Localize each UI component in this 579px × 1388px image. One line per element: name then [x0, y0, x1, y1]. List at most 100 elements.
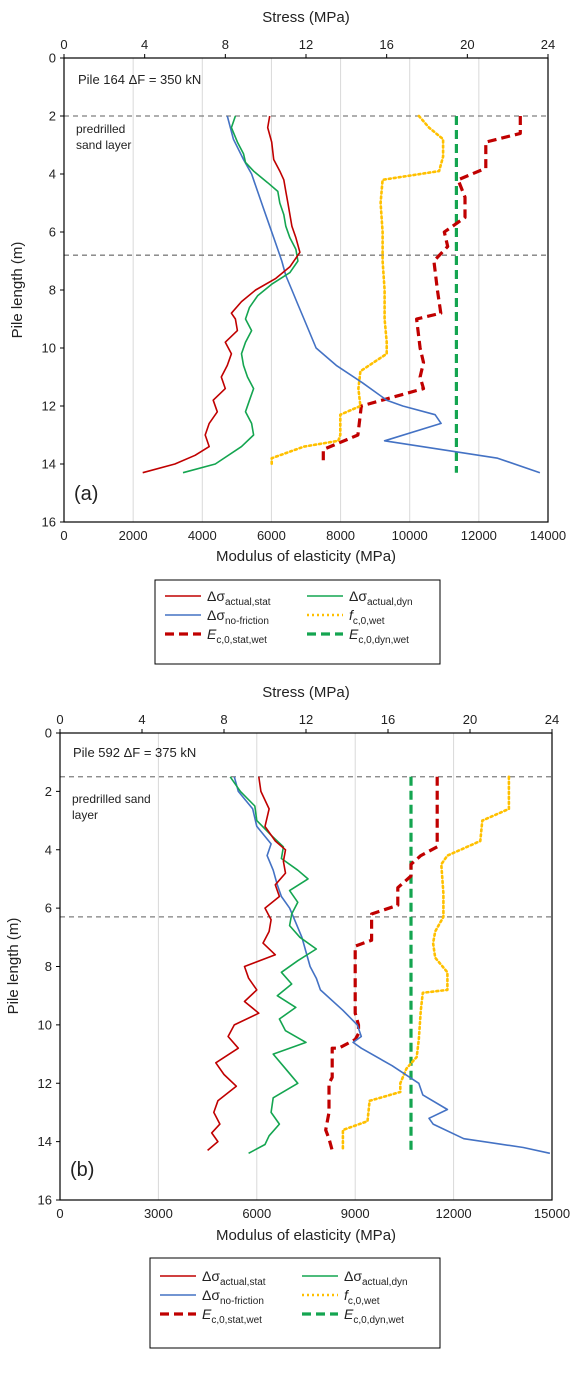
y-tick-label: 2: [45, 784, 52, 799]
panel-a-annotation: Pile 164 ΔF = 350 kN: [78, 72, 201, 87]
top-tick-label: 0: [60, 37, 67, 52]
top-tick-label: 8: [222, 37, 229, 52]
panel-a-reflines: [64, 115, 548, 256]
bottom-tick-label: 9000: [341, 1206, 370, 1221]
top-tick-label: 20: [463, 712, 477, 727]
panel-b-y-axis-title: Pile length (m): [5, 918, 22, 1015]
legend-entry-label: Δσno-friction: [207, 607, 269, 627]
legend-entry-label: Δσactual,stat: [202, 1268, 266, 1288]
bottom-tick-label: 0: [60, 528, 67, 543]
legend-entry-label: Δσactual,dyn: [344, 1268, 408, 1288]
panel-b-region-label-line1: predrilled sand: [72, 792, 151, 806]
y-tick-label: 14: [42, 457, 56, 472]
top-tick-label: 12: [299, 712, 313, 727]
panel-b-region-label-line2: layer: [72, 808, 98, 822]
top-tick-label: 0: [56, 712, 63, 727]
panel-b-bottom-axis-title: Modulus of elasticity (MPa): [216, 1227, 396, 1244]
bottom-tick-label: 10000: [392, 528, 428, 543]
legend-entry-label: Ec,0,stat,wet: [202, 1306, 262, 1326]
top-tick-label: 16: [379, 37, 393, 52]
panel-a-y-axis-title: Pile length (m): [9, 242, 26, 339]
top-tick-label: 24: [545, 712, 559, 727]
legend-entry-label: Ec,0,dyn,wet: [344, 1306, 404, 1326]
y-tick-label: 10: [38, 1017, 52, 1032]
panel-b-reflines: [60, 776, 552, 918]
series-line: [341, 775, 511, 1152]
y-tick-label: 2: [49, 109, 56, 124]
legend-entry-label: Δσactual,dyn: [349, 588, 413, 608]
y-tick-label: 8: [45, 959, 52, 974]
legend-entry-label: Ec,0,stat,wet: [207, 626, 267, 646]
panel-a-legend-box: [154, 579, 441, 665]
panel-b-top-ticks: 0 4 8 12 16 20 24: [56, 712, 559, 733]
bottom-tick-label: 3000: [144, 1206, 173, 1221]
top-tick-label: 24: [541, 37, 555, 52]
top-tick-label: 12: [299, 37, 313, 52]
legend-entry-label: fc,0,wet: [349, 607, 385, 627]
panel-a-top-ticks: 0 4 8 12 16 20 24: [60, 37, 555, 58]
bottom-tick-label: 4000: [188, 528, 217, 543]
series-line: [142, 115, 301, 474]
top-tick-label: 16: [381, 712, 395, 727]
y-tick-label: 4: [45, 842, 52, 857]
y-tick-label: 14: [38, 1134, 52, 1149]
y-tick-label: 6: [49, 225, 56, 240]
bottom-tick-label: 15000: [534, 1206, 570, 1221]
y-tick-label: 12: [38, 1076, 52, 1091]
y-tick-label: 8: [49, 283, 56, 298]
panel-b: 0 4 8 12 16 20 24 0 3000 6000 9000 12000 15000 0246…: [5, 684, 570, 1244]
series-line: [229, 776, 318, 1155]
y-tick-label: 10: [42, 341, 56, 356]
y-tick-label: 4: [49, 167, 56, 182]
y-tick-label: 6: [45, 901, 52, 916]
panel-a-region-label-line2: sand layer: [76, 138, 131, 152]
series-line: [207, 776, 287, 1152]
series-line: [270, 114, 445, 466]
legend-entry-label: fc,0,wet: [344, 1287, 380, 1307]
series-line: [226, 115, 541, 474]
series-line: [233, 776, 551, 1155]
bottom-tick-label: 8000: [326, 528, 355, 543]
bottom-tick-label: 14000: [530, 528, 566, 543]
panel-a-grid: [132, 58, 480, 522]
y-tick-label: 12: [42, 399, 56, 414]
series-line: [321, 116, 522, 464]
panel-b-left-ticks: 0 2 4 6 8 10 12 14 16: [38, 726, 60, 1208]
y-tick-label: 16: [38, 1193, 52, 1208]
panel-b-annotation: Pile 592 ΔF = 375 kN: [73, 745, 196, 760]
bottom-tick-label: 6000: [257, 528, 286, 543]
legend-entry-label: Δσno-friction: [202, 1287, 264, 1307]
panel-b-series: [207, 775, 551, 1155]
panel-a-left-ticks: 0 2 4 6 8 10 12 14 16: [42, 51, 64, 530]
y-tick-label: 16: [42, 515, 56, 530]
panel-b-grid: [157, 733, 455, 1200]
series-line: [182, 115, 299, 474]
bottom-tick-label: 6000: [242, 1206, 271, 1221]
y-tick-label: 0: [49, 51, 56, 66]
panel-b-panel-label: (b): [70, 1159, 94, 1181]
panel-a-top-axis-title: Stress (MPa): [262, 9, 350, 26]
bottom-tick-label: 2000: [119, 528, 148, 543]
panel-b-legend-box: [149, 1257, 441, 1349]
bottom-tick-label: 0: [56, 1206, 63, 1221]
panel-b-top-axis-title: Stress (MPa): [262, 684, 350, 701]
panel-a-bottom-axis-title: Modulus of elasticity (MPa): [216, 548, 396, 565]
panel-a-panel-label: (a): [74, 483, 98, 505]
panel-a-bottom-ticks: 0 2000 4000 6000 8000 10000 12000 14000: [60, 528, 566, 543]
top-tick-label: 4: [138, 712, 145, 727]
legend-entry-label: Ec,0,dyn,wet: [349, 626, 409, 646]
panel-b-bottom-ticks: 0 3000 6000 9000 12000 15000: [56, 1206, 570, 1221]
y-tick-label: 0: [45, 726, 52, 741]
bottom-tick-label: 12000: [436, 1206, 472, 1221]
panel-a-region-label-line1: predrilled: [76, 122, 125, 136]
top-tick-label: 8: [220, 712, 227, 727]
top-tick-label: 20: [460, 37, 474, 52]
legend-entry-label: Δσactual,stat: [207, 588, 271, 608]
top-tick-label: 4: [141, 37, 148, 52]
panel-a-plot-frame: [63, 57, 549, 523]
panel-a-series: [142, 114, 541, 474]
panel-a: 0 4 8 12 16 20 24 0 2000 4000 6000 8000 10000 12000 1…: [9, 9, 566, 565]
